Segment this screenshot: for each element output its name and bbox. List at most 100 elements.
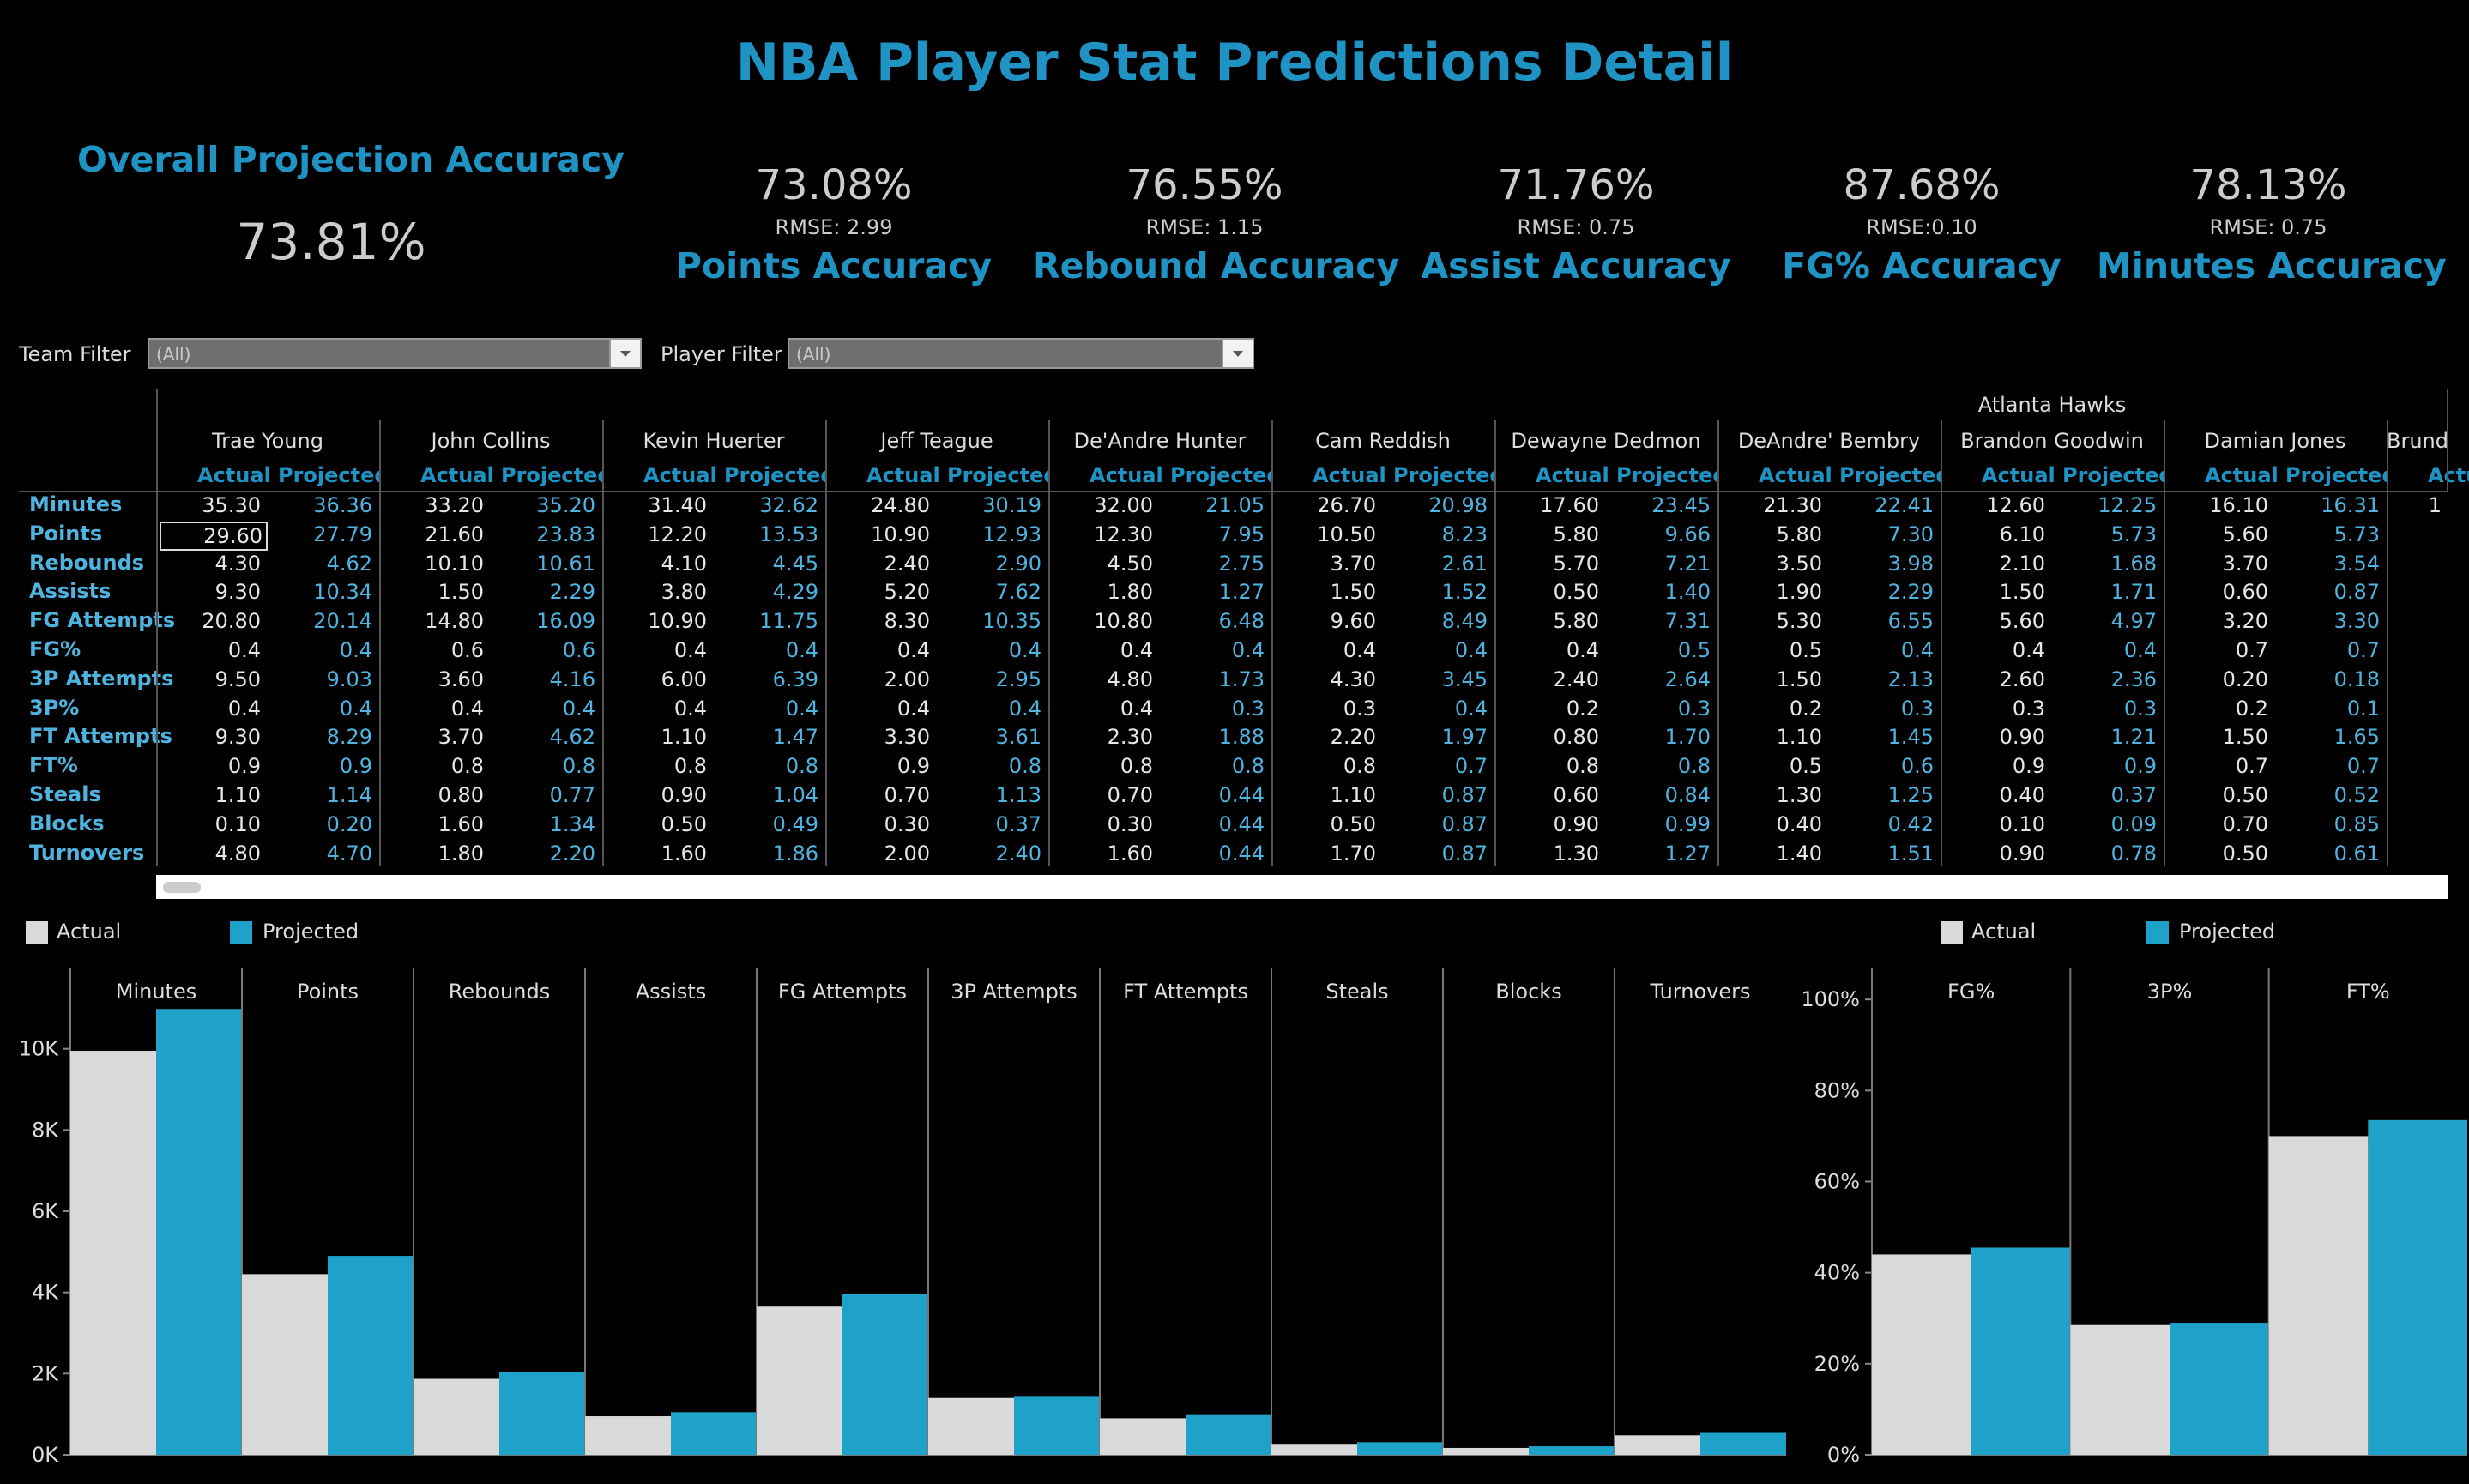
actual-cell: 4.50: [1107, 551, 1153, 576]
actual-cell: 0.8: [1120, 754, 1153, 779]
chevron-down-icon[interactable]: [609, 340, 640, 367]
actual-cell: 1: [2428, 493, 2442, 517]
actual-cell: 5.30: [1776, 609, 1822, 634]
column-divider: [825, 420, 827, 866]
stats-crosstab: Atlanta Hawks Minutes Points Rebounds Assist…: [0, 386, 2469, 866]
projected-header: Projected: [947, 463, 1048, 487]
panel-header: FG%: [1947, 980, 1995, 1004]
row-label-ft-attempts: FT Attempts: [29, 724, 172, 749]
bar-projected-minutes: [156, 1009, 242, 1455]
actual-cell: 5.80: [1776, 522, 1822, 546]
actual-header: Actual: [1982, 463, 2055, 487]
panel-header: Turnovers: [1650, 980, 1751, 1004]
panel-header: Minutes: [116, 980, 196, 1004]
bar-actual-ft-: [2268, 1136, 2369, 1455]
projected-cell: 16.31: [2321, 493, 2380, 517]
bar-actual-ft-attempts: [1100, 1418, 1186, 1455]
overall-accuracy-label: Overall Projection Accuracy: [77, 139, 625, 180]
projected-cell: 1.34: [549, 811, 595, 836]
row-label-assists: Assists: [29, 579, 112, 604]
projected-cell: 0.7: [1454, 754, 1488, 779]
actual-cell: 3.50: [1776, 551, 1822, 576]
table-horizontal-scrollbar[interactable]: [156, 875, 2448, 899]
legend-projected-swatch: [230, 921, 252, 944]
bar-projected-assists: [671, 1412, 757, 1455]
panel-header: Blocks: [1495, 980, 1561, 1004]
kpi-rmse: RMSE: 0.75: [1517, 215, 1635, 239]
projected-cell: 0.4: [1008, 638, 1041, 662]
projected-cell: 9.03: [326, 667, 372, 691]
panel-header: Rebounds: [449, 980, 550, 1004]
projected-cell: 0.8: [562, 754, 595, 779]
row-label-points: Points: [29, 521, 103, 546]
player-filter-value: (All): [796, 344, 831, 365]
projected-cell: 2.61: [1441, 551, 1488, 576]
bar-projected-ft-: [2368, 1119, 2467, 1455]
actual-cell: 1.10: [214, 783, 261, 807]
row-label-steals: Steals: [29, 782, 101, 806]
projected-cell: 0.20: [326, 811, 372, 836]
actual-cell: 4.30: [1330, 667, 1376, 691]
projected-cell: 4.45: [772, 551, 818, 576]
projected-cell: 0.4: [339, 638, 372, 662]
row-label-fg-attempts: FG Attempts: [29, 608, 176, 633]
projected-cell: 0.87: [1441, 841, 1488, 866]
column-divider: [1941, 420, 1942, 866]
actual-cell: 0.8: [673, 754, 707, 779]
kpi-label: Points Accuracy: [675, 245, 993, 287]
actual-cell: 0.3: [2012, 696, 2045, 721]
panel-header: 3P Attempts: [951, 980, 1077, 1004]
actual-cell: 0.4: [1566, 638, 1599, 662]
projected-cell: 8.23: [1441, 522, 1488, 546]
projected-cell: 4.97: [2110, 609, 2157, 634]
chevron-down-icon[interactable]: [1222, 340, 1253, 367]
y-tick-label: 100%: [1801, 987, 1860, 1011]
actual-cell: 0.60: [1553, 783, 1599, 807]
actual-cell: 0.70: [2222, 811, 2268, 836]
actual-cell: 5.80: [1553, 522, 1599, 546]
actual-cell: 10.90: [648, 609, 707, 634]
y-tick-label: 6K: [32, 1199, 59, 1223]
actual-cell: 3.20: [2222, 609, 2268, 634]
player-name: De'Andre Hunter: [1073, 429, 1247, 453]
kpi-rmse: RMSE:0.10: [1866, 215, 1977, 239]
projected-cell: 1.47: [772, 725, 818, 750]
actual-header: Actual: [1759, 463, 1832, 487]
projected-cell: 0.3: [1231, 696, 1265, 721]
projected-cell: 0.44: [1218, 811, 1265, 836]
selected-cell[interactable]: 29.60: [160, 521, 268, 551]
percent-bar-chart: 0% 20% 40% 60% 80% 100% FG% 3P% FT%: [1801, 968, 2467, 1467]
actual-cell: 2.30: [1107, 725, 1153, 750]
bar-projected-3p-attempts: [1014, 1396, 1100, 1455]
projected-cell: 16.09: [536, 609, 595, 634]
grid-left-border: [156, 389, 158, 866]
actual-cell: 4.80: [1107, 667, 1153, 691]
projected-cell: 1.88: [1218, 725, 1265, 750]
projected-header: Projected: [278, 463, 379, 487]
actual-cell: 10.10: [425, 551, 484, 576]
actual-cell: 3.70: [2222, 551, 2268, 576]
bar-actual-assists: [585, 1416, 671, 1455]
actual-cell: 1.10: [1776, 725, 1822, 750]
projected-cell: 2.29: [549, 580, 595, 605]
bar-projected-ft-attempts: [1186, 1414, 1271, 1455]
actual-cell: 1.60: [661, 841, 707, 866]
actual-cell: 3.30: [884, 725, 930, 750]
actual-cell: 10.80: [1094, 609, 1153, 634]
actual-cell: 2.40: [1553, 667, 1599, 691]
scrollbar-thumb[interactable]: [163, 882, 201, 893]
team-filter-dropdown[interactable]: (All): [148, 338, 642, 369]
legend-projected-swatch-right: [2146, 921, 2169, 944]
projected-cell: 1.70: [1664, 725, 1711, 750]
actual-cell: 0.90: [1999, 725, 2045, 750]
projected-cell: 0.4: [2123, 638, 2157, 662]
kpi-rmse: RMSE: 1.15: [1145, 215, 1264, 239]
projected-cell: 0.7: [2346, 638, 2380, 662]
column-divider: [602, 420, 604, 866]
actual-cell: 0.4: [896, 696, 930, 721]
projected-cell: 3.54: [2333, 551, 2380, 576]
projected-cell: 0.44: [1218, 783, 1265, 807]
player-filter-dropdown[interactable]: (All): [788, 338, 1254, 369]
projected-cell: 12.25: [2098, 493, 2157, 517]
bar-actual-blocks: [1443, 1447, 1529, 1455]
